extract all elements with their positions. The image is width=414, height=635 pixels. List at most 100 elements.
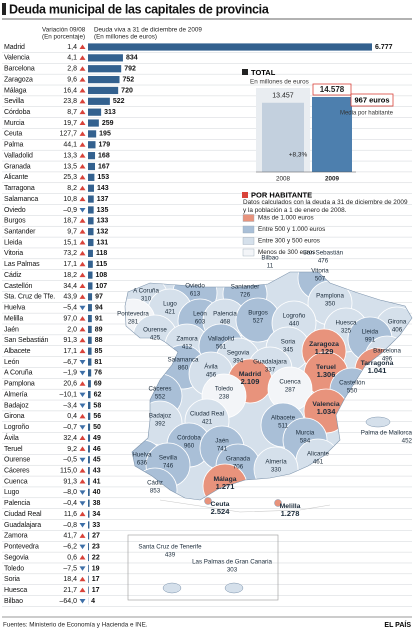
debt-label: 792 <box>124 66 136 73</box>
city-value: 394 <box>233 358 244 365</box>
debt-label: 56 <box>93 413 101 420</box>
trend-arrow <box>79 457 86 463</box>
trend-arrow <box>79 294 86 299</box>
city-label: Santander <box>4 229 36 236</box>
debt-bar <box>88 510 90 518</box>
change-label: 91,3 <box>63 337 77 344</box>
city-name: Albacete <box>271 415 296 422</box>
trend-arrow <box>79 522 86 528</box>
debt-bar <box>88 238 94 247</box>
change-label: 18,2 <box>63 272 77 279</box>
city-label: Oviedo <box>4 207 26 214</box>
city-value: 281 <box>128 319 139 326</box>
debt-bar <box>88 304 92 312</box>
city-name: Jaén <box>215 438 229 445</box>
debt-bar <box>88 380 91 388</box>
debt-bar <box>88 521 90 529</box>
city-label: Pamplona <box>4 381 35 388</box>
city-value: 552 <box>155 394 166 401</box>
city-name: Granada <box>226 456 251 463</box>
total-value-box <box>312 83 352 96</box>
per-capita-total: 967 euros <box>354 95 389 104</box>
change-label: –0,8 <box>63 522 77 529</box>
change-label: –8,0 <box>63 489 77 496</box>
city-value: 584 <box>300 438 311 445</box>
debt-label: 23 <box>92 544 100 551</box>
city-name: Cádiz <box>147 480 163 487</box>
city-value: 746 <box>163 463 174 470</box>
trend-arrow <box>79 446 86 451</box>
debt-bar <box>88 532 90 540</box>
total-change: +8,3% <box>289 152 308 159</box>
city-name: Córdoba <box>177 435 201 442</box>
change-label: –5,4 <box>63 305 77 312</box>
trend-arrow <box>79 283 86 288</box>
debt-label: 38 <box>93 500 101 507</box>
change-label: 2,0 <box>67 326 77 333</box>
trend-arrow <box>79 218 86 223</box>
city-name: Zamora <box>176 336 198 343</box>
city-value: 2.109 <box>241 377 260 386</box>
city-name: Valladolid <box>208 336 235 343</box>
city-label: Melilla <box>4 315 23 322</box>
city-label: Logroño <box>4 424 29 431</box>
debt-bar <box>88 336 92 344</box>
trend-arrow <box>79 425 86 430</box>
debt-label: 107 <box>95 283 107 290</box>
change-label: –7,5 <box>63 565 77 572</box>
debt-bar <box>88 260 93 268</box>
debt-label: 195 <box>99 131 111 138</box>
change-label: 8,2 <box>67 185 77 192</box>
city-name: Cuenca <box>279 379 301 386</box>
city-name: Soria <box>281 339 296 346</box>
trend-arrow <box>79 261 86 267</box>
per-capita-caption: Media por habitante <box>340 111 394 117</box>
debt-label: 19 <box>92 565 100 572</box>
trend-arrow <box>79 87 86 93</box>
city-label: Teruel <box>4 446 23 453</box>
city-label: Huelva <box>4 305 25 312</box>
debt-label: 153 <box>97 174 109 181</box>
city-value: 238 <box>219 394 230 401</box>
city-name: Lleida <box>362 329 379 336</box>
trend-arrow <box>79 142 86 147</box>
section-note: Datos calculados con la deuda a 31 de di… <box>243 199 408 214</box>
city-value: 468 <box>220 319 231 326</box>
city-name: Sevilla <box>159 455 178 462</box>
debt-bar <box>88 347 92 355</box>
city-label: Palma <box>4 142 24 149</box>
city-name: San Sebastián <box>303 250 344 257</box>
city-value: 406 <box>392 327 403 334</box>
trend-arrow <box>79 153 86 158</box>
trend-arrow <box>79 305 86 311</box>
city-label: Cáceres <box>4 467 30 474</box>
total-marker <box>242 69 248 75</box>
trend-arrow <box>79 392 86 398</box>
city-value: 310 <box>141 296 152 303</box>
city-label: Lugo <box>4 489 19 496</box>
change-label: 11,6 <box>64 511 77 518</box>
debt-bar <box>88 65 122 73</box>
debt-bar <box>88 162 95 171</box>
trend-arrow <box>79 66 86 71</box>
change-label: 19,7 <box>63 120 77 127</box>
city-name: Las Palmas de Gran Canaria <box>192 559 272 566</box>
change-label: 25,3 <box>63 174 77 181</box>
city-label: Segovia <box>4 554 29 561</box>
change-label: 20,6 <box>63 381 77 388</box>
change-label: 17,1 <box>63 261 77 268</box>
total-bar <box>312 97 352 172</box>
trend-arrow <box>79 381 86 386</box>
change-label: –64,0 <box>59 598 77 605</box>
trend-arrow <box>79 403 86 408</box>
debt-label: 88 <box>95 337 103 344</box>
legend-label: Entre 300 y 500 euros <box>258 238 320 245</box>
trend-arrow <box>79 544 86 550</box>
trend-arrow <box>79 326 86 332</box>
trend-arrow <box>79 468 86 473</box>
change-label: –10,1 <box>59 391 77 398</box>
city-name: Bilbao <box>261 255 279 262</box>
city-value: 425 <box>150 335 161 342</box>
trend-arrow <box>79 272 86 278</box>
change-label: –0,9 <box>63 207 77 214</box>
